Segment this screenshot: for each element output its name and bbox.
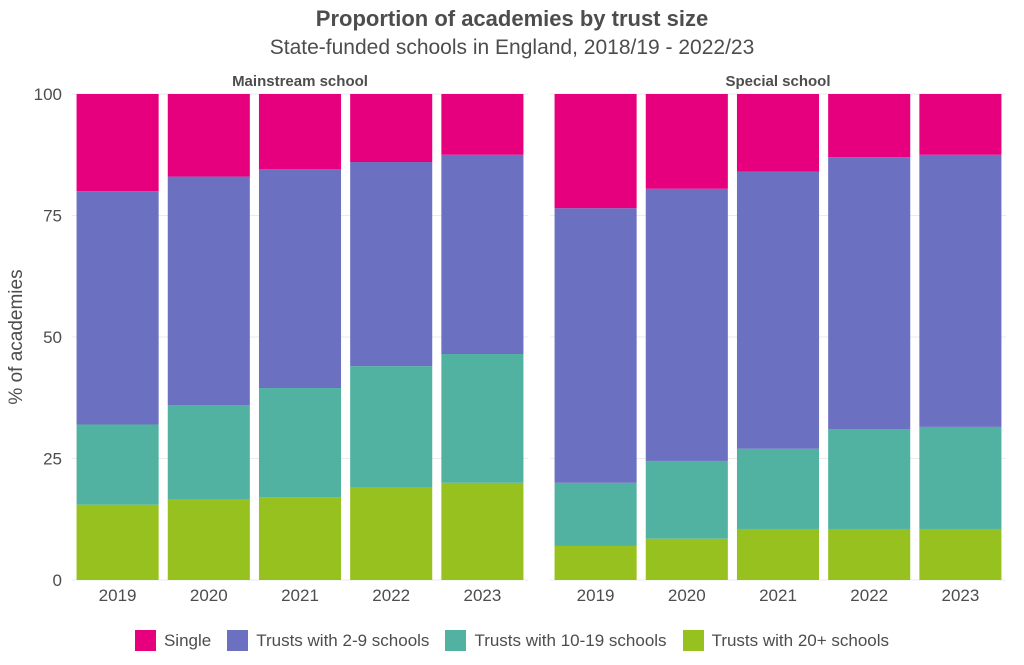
bar-trusts-with-2-9-schools-2023 <box>441 154 524 355</box>
facet-label: Mainstream school <box>232 73 368 90</box>
x-tick-label-2021: 2021 <box>281 586 319 605</box>
bar-trusts-with-2-9-schools-2021 <box>736 171 820 449</box>
bar-trusts-with-2-9-schools-2022 <box>350 162 433 367</box>
bar-single-2021 <box>258 94 342 170</box>
y-tick-label-50: 50 <box>43 328 62 347</box>
bar-single-2020 <box>167 94 250 177</box>
legend-swatch <box>682 630 704 651</box>
bar-trusts-with-20-schools-2020 <box>645 538 728 580</box>
bar-single-2020 <box>645 94 728 189</box>
legend-label: Trusts with 20+ schools <box>711 630 890 650</box>
bar-trusts-with-10-19-schools-2019 <box>554 482 637 546</box>
facet-1: Special school 2019 2020 2021 2022 2023 <box>550 73 1006 605</box>
bar-trusts-with-2-9-schools-2020 <box>645 188 728 461</box>
legend-swatch <box>134 630 156 651</box>
legend-item: Trusts with 20+ schools <box>682 630 890 651</box>
bar-trusts-with-20-schools-2021 <box>736 528 820 580</box>
bar-trusts-with-20-schools-2019 <box>554 545 637 580</box>
bar-trusts-with-10-19-schools-2022 <box>828 429 911 529</box>
bar-trusts-with-20-schools-2022 <box>350 487 433 580</box>
x-tick-label-2022: 2022 <box>372 586 410 605</box>
bar-single-2022 <box>350 94 433 163</box>
legend-item: Trusts with 10-19 schools <box>445 630 667 651</box>
legend-label: Single <box>163 630 212 650</box>
legend-swatch <box>227 630 249 651</box>
bar-trusts-with-2-9-schools-2019 <box>554 208 637 483</box>
facet-label: Special school <box>725 73 830 90</box>
bar-trusts-with-10-19-schools-2019 <box>76 424 159 505</box>
legend-label: Trusts with 2-9 schools <box>256 630 430 650</box>
x-tick-label-2019: 2019 <box>577 586 615 605</box>
y-tick-label-25: 25 <box>43 450 62 469</box>
bar-trusts-with-10-19-schools-2022 <box>350 366 433 488</box>
x-tick-label-2023: 2023 <box>463 586 501 605</box>
bar-trusts-with-10-19-schools-2021 <box>736 448 820 529</box>
x-tick-label-2020: 2020 <box>190 586 228 605</box>
facet-0: Mainstream school 2019 2020 2021 2022 2023 <box>72 73 528 605</box>
bar-single-2019 <box>76 94 159 192</box>
legend-item: Trusts with 2-9 schools <box>227 630 429 651</box>
chart-title: Proportion of academies by trust size <box>315 6 709 31</box>
bar-single-2022 <box>828 94 911 158</box>
bar-trusts-with-2-9-schools-2020 <box>167 176 250 406</box>
bar-trusts-with-20-schools-2021 <box>258 497 342 580</box>
y-tick-label-100: 100 <box>34 85 62 104</box>
bar-single-2023 <box>441 94 524 155</box>
y-tick-label-0: 0 <box>53 571 62 590</box>
bar-trusts-with-2-9-schools-2019 <box>76 191 159 425</box>
bar-trusts-with-10-19-schools-2020 <box>167 405 250 500</box>
bar-trusts-with-10-19-schools-2023 <box>919 426 1002 529</box>
bar-single-2019 <box>554 94 637 209</box>
bar-trusts-with-10-19-schools-2023 <box>441 354 524 483</box>
bar-trusts-with-20-schools-2020 <box>167 499 250 580</box>
bar-trusts-with-20-schools-2022 <box>828 528 911 580</box>
bar-trusts-with-2-9-schools-2022 <box>828 157 911 430</box>
x-tick-label-2021: 2021 <box>759 586 797 605</box>
bar-single-2023 <box>919 94 1002 155</box>
legend-label: Trusts with 10-19 schools <box>474 630 667 650</box>
bar-trusts-with-20-schools-2019 <box>76 504 159 580</box>
y-axis-title: % of academies <box>6 269 27 404</box>
x-tick-label-2020: 2020 <box>668 586 706 605</box>
bar-trusts-with-20-schools-2023 <box>441 482 524 580</box>
legend-swatch <box>445 630 467 651</box>
bar-trusts-with-10-19-schools-2021 <box>258 388 342 498</box>
bar-trusts-with-2-9-schools-2023 <box>919 154 1002 427</box>
bar-trusts-with-2-9-schools-2021 <box>258 169 342 389</box>
legend: Single Trusts with 2-9 schools Trusts with… <box>0 630 1024 651</box>
x-tick-label-2022: 2022 <box>850 586 888 605</box>
chart-subtitle: State-funded schools in England, 2018/19… <box>269 36 755 59</box>
legend-item: Single <box>134 630 212 651</box>
x-tick-label-2023: 2023 <box>941 586 979 605</box>
bar-single-2021 <box>736 94 820 172</box>
bar-trusts-with-10-19-schools-2020 <box>645 460 728 539</box>
bar-trusts-with-20-schools-2023 <box>919 528 1002 580</box>
y-tick-label-75: 75 <box>43 207 62 226</box>
x-tick-label-2019: 2019 <box>99 586 137 605</box>
